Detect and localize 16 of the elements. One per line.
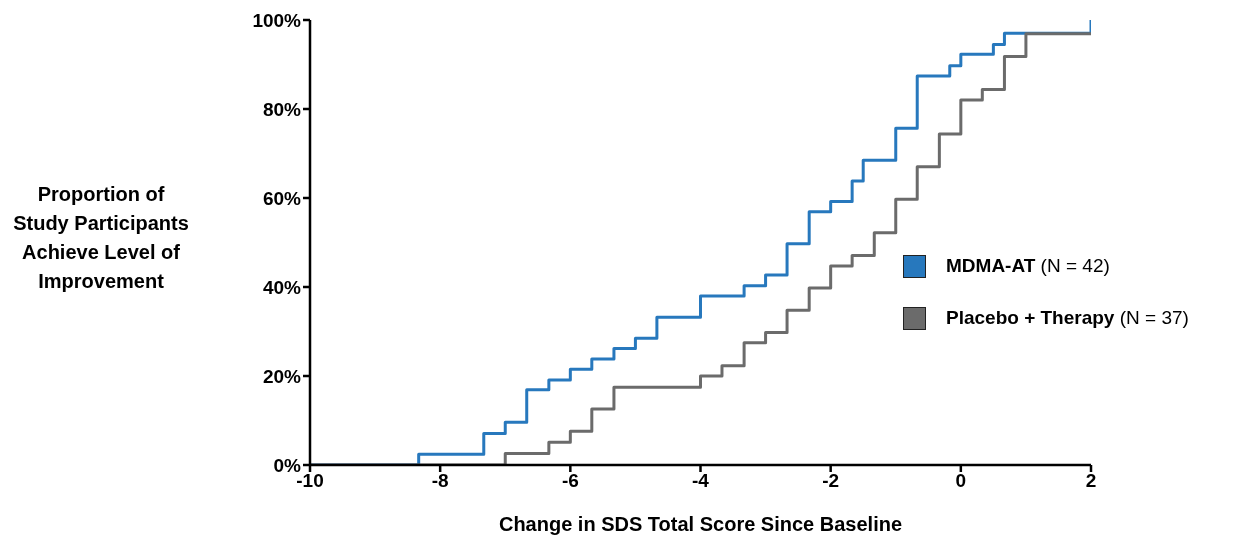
- y-tick-label: 0%: [273, 454, 302, 476]
- legend-label: MDMA-AT (N = 42): [946, 255, 1110, 276]
- x-tick-label: 2: [1085, 470, 1097, 492]
- y-tick-label: 60%: [262, 187, 302, 209]
- x-tick-label: 0: [955, 470, 967, 492]
- y-tick-label: 100%: [252, 9, 302, 31]
- x-tick-label: -4: [692, 470, 710, 492]
- legend-label: Placebo + Therapy (N = 37): [946, 307, 1189, 328]
- y-tick-label: 80%: [262, 98, 302, 120]
- x-tick-label: -8: [431, 470, 449, 492]
- x-tick-label: -6: [561, 470, 579, 492]
- x-tick-label: -2: [822, 470, 840, 492]
- y-tick-label: 20%: [262, 365, 302, 387]
- y-axis-title: Proportion of Study Participants Achieve Level of Improvement: [12, 182, 190, 294]
- y-tick-label: 40%: [262, 276, 302, 298]
- x-axis-title: Change in SDS Total Score Since Baseline: [497, 513, 904, 536]
